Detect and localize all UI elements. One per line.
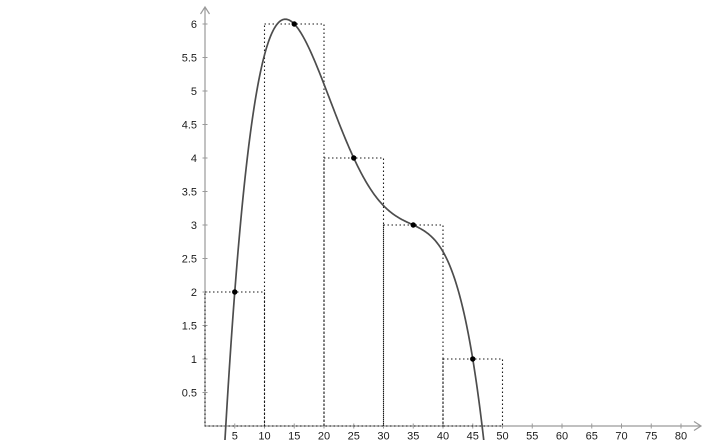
histogram-bar xyxy=(323,157,385,427)
y-tick-label: 5 xyxy=(191,86,197,98)
y-tick-label: 5.5 xyxy=(182,53,197,65)
x-tick-label: 20 xyxy=(318,431,330,440)
x-tick-label: 50 xyxy=(496,431,508,440)
x-axis-arrow-icon xyxy=(693,420,703,432)
x-tick-label: 70 xyxy=(615,431,627,440)
interpolating-curve xyxy=(224,18,485,440)
histogram-bar xyxy=(263,23,325,427)
y-tick-label: 0.5 xyxy=(182,388,197,400)
data-point xyxy=(232,289,238,295)
data-point xyxy=(470,356,476,362)
y-tick-label: 2 xyxy=(191,287,197,299)
y-tick-label: 2.5 xyxy=(182,254,197,266)
y-tick-label: 3 xyxy=(191,220,197,232)
histogram-bar xyxy=(442,358,504,427)
y-tick-label: 6 xyxy=(191,19,197,31)
x-tick-label: 55 xyxy=(526,431,538,440)
x-tick-label: 35 xyxy=(407,431,419,440)
x-tick-label: 60 xyxy=(556,431,568,440)
y-tick-label: 1 xyxy=(191,354,197,366)
x-tick-label: 40 xyxy=(437,431,449,440)
x-tick-label: 5 xyxy=(232,431,238,440)
x-tick-label: 65 xyxy=(586,431,598,440)
x-tick-label: 15 xyxy=(288,431,300,440)
y-tick-label: 4.5 xyxy=(182,120,197,132)
x-tick-label: 45 xyxy=(467,431,479,440)
data-point xyxy=(291,21,297,27)
data-point xyxy=(351,155,357,161)
y-axis-arrow-icon xyxy=(199,5,211,15)
x-tick-label: 75 xyxy=(645,431,657,440)
x-tick-label: 30 xyxy=(377,431,389,440)
data-point xyxy=(410,222,416,228)
x-tick-label: 80 xyxy=(675,431,687,440)
y-tick-label: 3.5 xyxy=(182,187,197,199)
y-tick-label: 4 xyxy=(191,153,197,165)
y-tick-label: 1.5 xyxy=(182,321,197,333)
histogram-bar xyxy=(382,224,444,427)
histogram-bar xyxy=(204,291,266,427)
x-tick-label: 10 xyxy=(258,431,270,440)
x-tick-label: 25 xyxy=(348,431,360,440)
